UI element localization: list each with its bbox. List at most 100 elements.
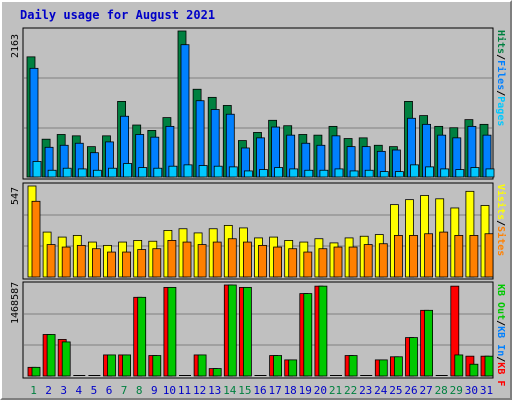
bar-pages-day-2 (47, 169, 57, 178)
x-tick-label-day-9: 9 (151, 384, 158, 397)
bar-pages-day-14 (228, 166, 238, 178)
bar-pages-day-18 (289, 168, 299, 178)
x-tick-label-day-18: 18 (284, 384, 297, 397)
bar-kb-out-day-8 (137, 296, 147, 377)
bar-sites-day-7 (122, 251, 131, 278)
bar-pages-day-15 (243, 170, 253, 178)
x-tick-label-day-4: 4 (75, 384, 82, 397)
x-tick-label-day-26: 26 (404, 384, 417, 397)
bar-pages-day-29 (455, 169, 465, 178)
bar-kb-out-day-14 (227, 284, 237, 377)
bar-pages-day-12 (198, 165, 208, 178)
bar-kb-out-day-7 (122, 354, 131, 377)
bar-pages-day-6 (108, 167, 117, 178)
bar-pages-day-28 (440, 168, 450, 178)
bar-sites-day-28 (439, 231, 449, 278)
x-tick-label-day-23: 23 (359, 384, 372, 397)
bar-pages-day-17 (274, 167, 284, 178)
x-tick-label-day-25: 25 (389, 384, 402, 397)
bar-sites-day-5 (92, 248, 101, 278)
legend-hits: Hits (495, 30, 506, 55)
legend-sep: / (495, 220, 506, 227)
bar-pages-day-27 (425, 166, 435, 178)
bar-sites-day-16 (258, 244, 267, 278)
bar-kb-out-day-30 (469, 363, 479, 377)
bar-kb-out-day-18 (288, 359, 298, 377)
bar-kb-out-day-19 (303, 293, 313, 377)
x-tick-label-day-11: 11 (178, 384, 191, 397)
bar-pages-day-23 (364, 169, 374, 178)
x-tick-label-day-16: 16 (253, 384, 266, 397)
x-tick-label-day-6: 6 (106, 384, 113, 397)
x-tick-label-day-2: 2 (45, 384, 52, 397)
bar-kb-out-day-13 (212, 368, 222, 377)
x-tick-label-day-5: 5 (91, 384, 98, 397)
bar-pages-day-9 (153, 167, 163, 178)
bar-pages-day-25 (394, 171, 404, 178)
bar-pages-day-8 (138, 167, 148, 178)
x-tick-label-day-22: 22 (344, 384, 357, 397)
bar-sites-day-19 (303, 251, 313, 278)
x-tick-label-day-12: 12 (193, 384, 206, 397)
bar-sites-day-26 (409, 235, 418, 278)
bar-kb-out-day-15 (242, 286, 252, 377)
bar-pages-day-5 (93, 169, 102, 178)
bar-pages-day-16 (259, 169, 268, 178)
bar-files-day-1 (29, 67, 39, 178)
legend-pages: Pages (495, 96, 506, 127)
bar-sites-day-13 (212, 241, 222, 278)
x-tick-label-day-21: 21 (329, 384, 342, 397)
bar-kb-out-day-9 (152, 355, 162, 377)
bar-kb-out-day-22 (348, 355, 358, 377)
bar-kb-out-day-6 (107, 354, 116, 377)
bar-pages-day-21 (334, 168, 344, 178)
bar-kb-out-day-12 (197, 354, 207, 377)
panel2-legend: Visits/Sites (495, 184, 506, 256)
bar-sites-day-1 (31, 200, 41, 278)
bar-pages-day-31 (485, 168, 495, 178)
x-tick-label-day-10: 10 (163, 384, 176, 397)
bar-kb-out-day-2 (46, 334, 56, 377)
bar-sites-day-29 (454, 235, 464, 278)
bar-sites-day-6 (107, 251, 116, 278)
bar-kb-out-day-1 (31, 366, 41, 377)
bar-sites-day-9 (152, 248, 162, 278)
x-tick-label-day-17: 17 (268, 384, 281, 397)
bar-pages-day-1 (32, 161, 42, 178)
bar-kb-out-day-26 (409, 337, 418, 377)
bar-pages-day-30 (470, 167, 480, 178)
legend-kb-in: KB In (495, 326, 506, 357)
bar-pages-day-19 (304, 169, 314, 178)
legend-kb-out: KB Out (495, 284, 506, 321)
panel2-ymax-label: 547 (10, 186, 21, 205)
bar-pages-day-3 (62, 167, 72, 178)
x-tick-label-day-27: 27 (419, 384, 432, 397)
bar-pages-day-22 (349, 170, 359, 178)
panel2-frame (22, 182, 494, 280)
legend-sep: / (495, 320, 506, 327)
bar-sites-day-15 (242, 241, 252, 278)
bar-kb-out-day-10 (167, 286, 177, 377)
bar-sites-day-17 (273, 246, 283, 278)
bar-sites-day-25 (393, 235, 403, 278)
bar-sites-day-11 (182, 241, 192, 278)
x-tick-label-day-8: 8 (136, 384, 143, 397)
x-tick-label-day-13: 13 (208, 384, 221, 397)
bar-sites-day-14 (227, 238, 237, 278)
legend-sites: Sites (495, 226, 506, 257)
x-tick-label-day-20: 20 (314, 384, 327, 397)
x-tick-label-day-28: 28 (435, 384, 448, 397)
panel1-ymax-label: 2163 (10, 33, 21, 58)
bar-kb-out-day-25 (393, 356, 403, 377)
bar-kb-out-day-17 (273, 355, 283, 377)
chart-title: Daily usage for August 2021 (20, 8, 216, 22)
bar-kb-out-day-24 (378, 359, 388, 377)
legend-sep: / (495, 356, 506, 363)
bar-sites-day-24 (378, 243, 388, 278)
bar-sites-day-10 (167, 240, 177, 278)
bar-sites-day-20 (318, 248, 328, 278)
legend-sep: / (495, 54, 506, 61)
bar-sites-day-18 (288, 248, 298, 278)
legend-sep: / (495, 90, 506, 97)
